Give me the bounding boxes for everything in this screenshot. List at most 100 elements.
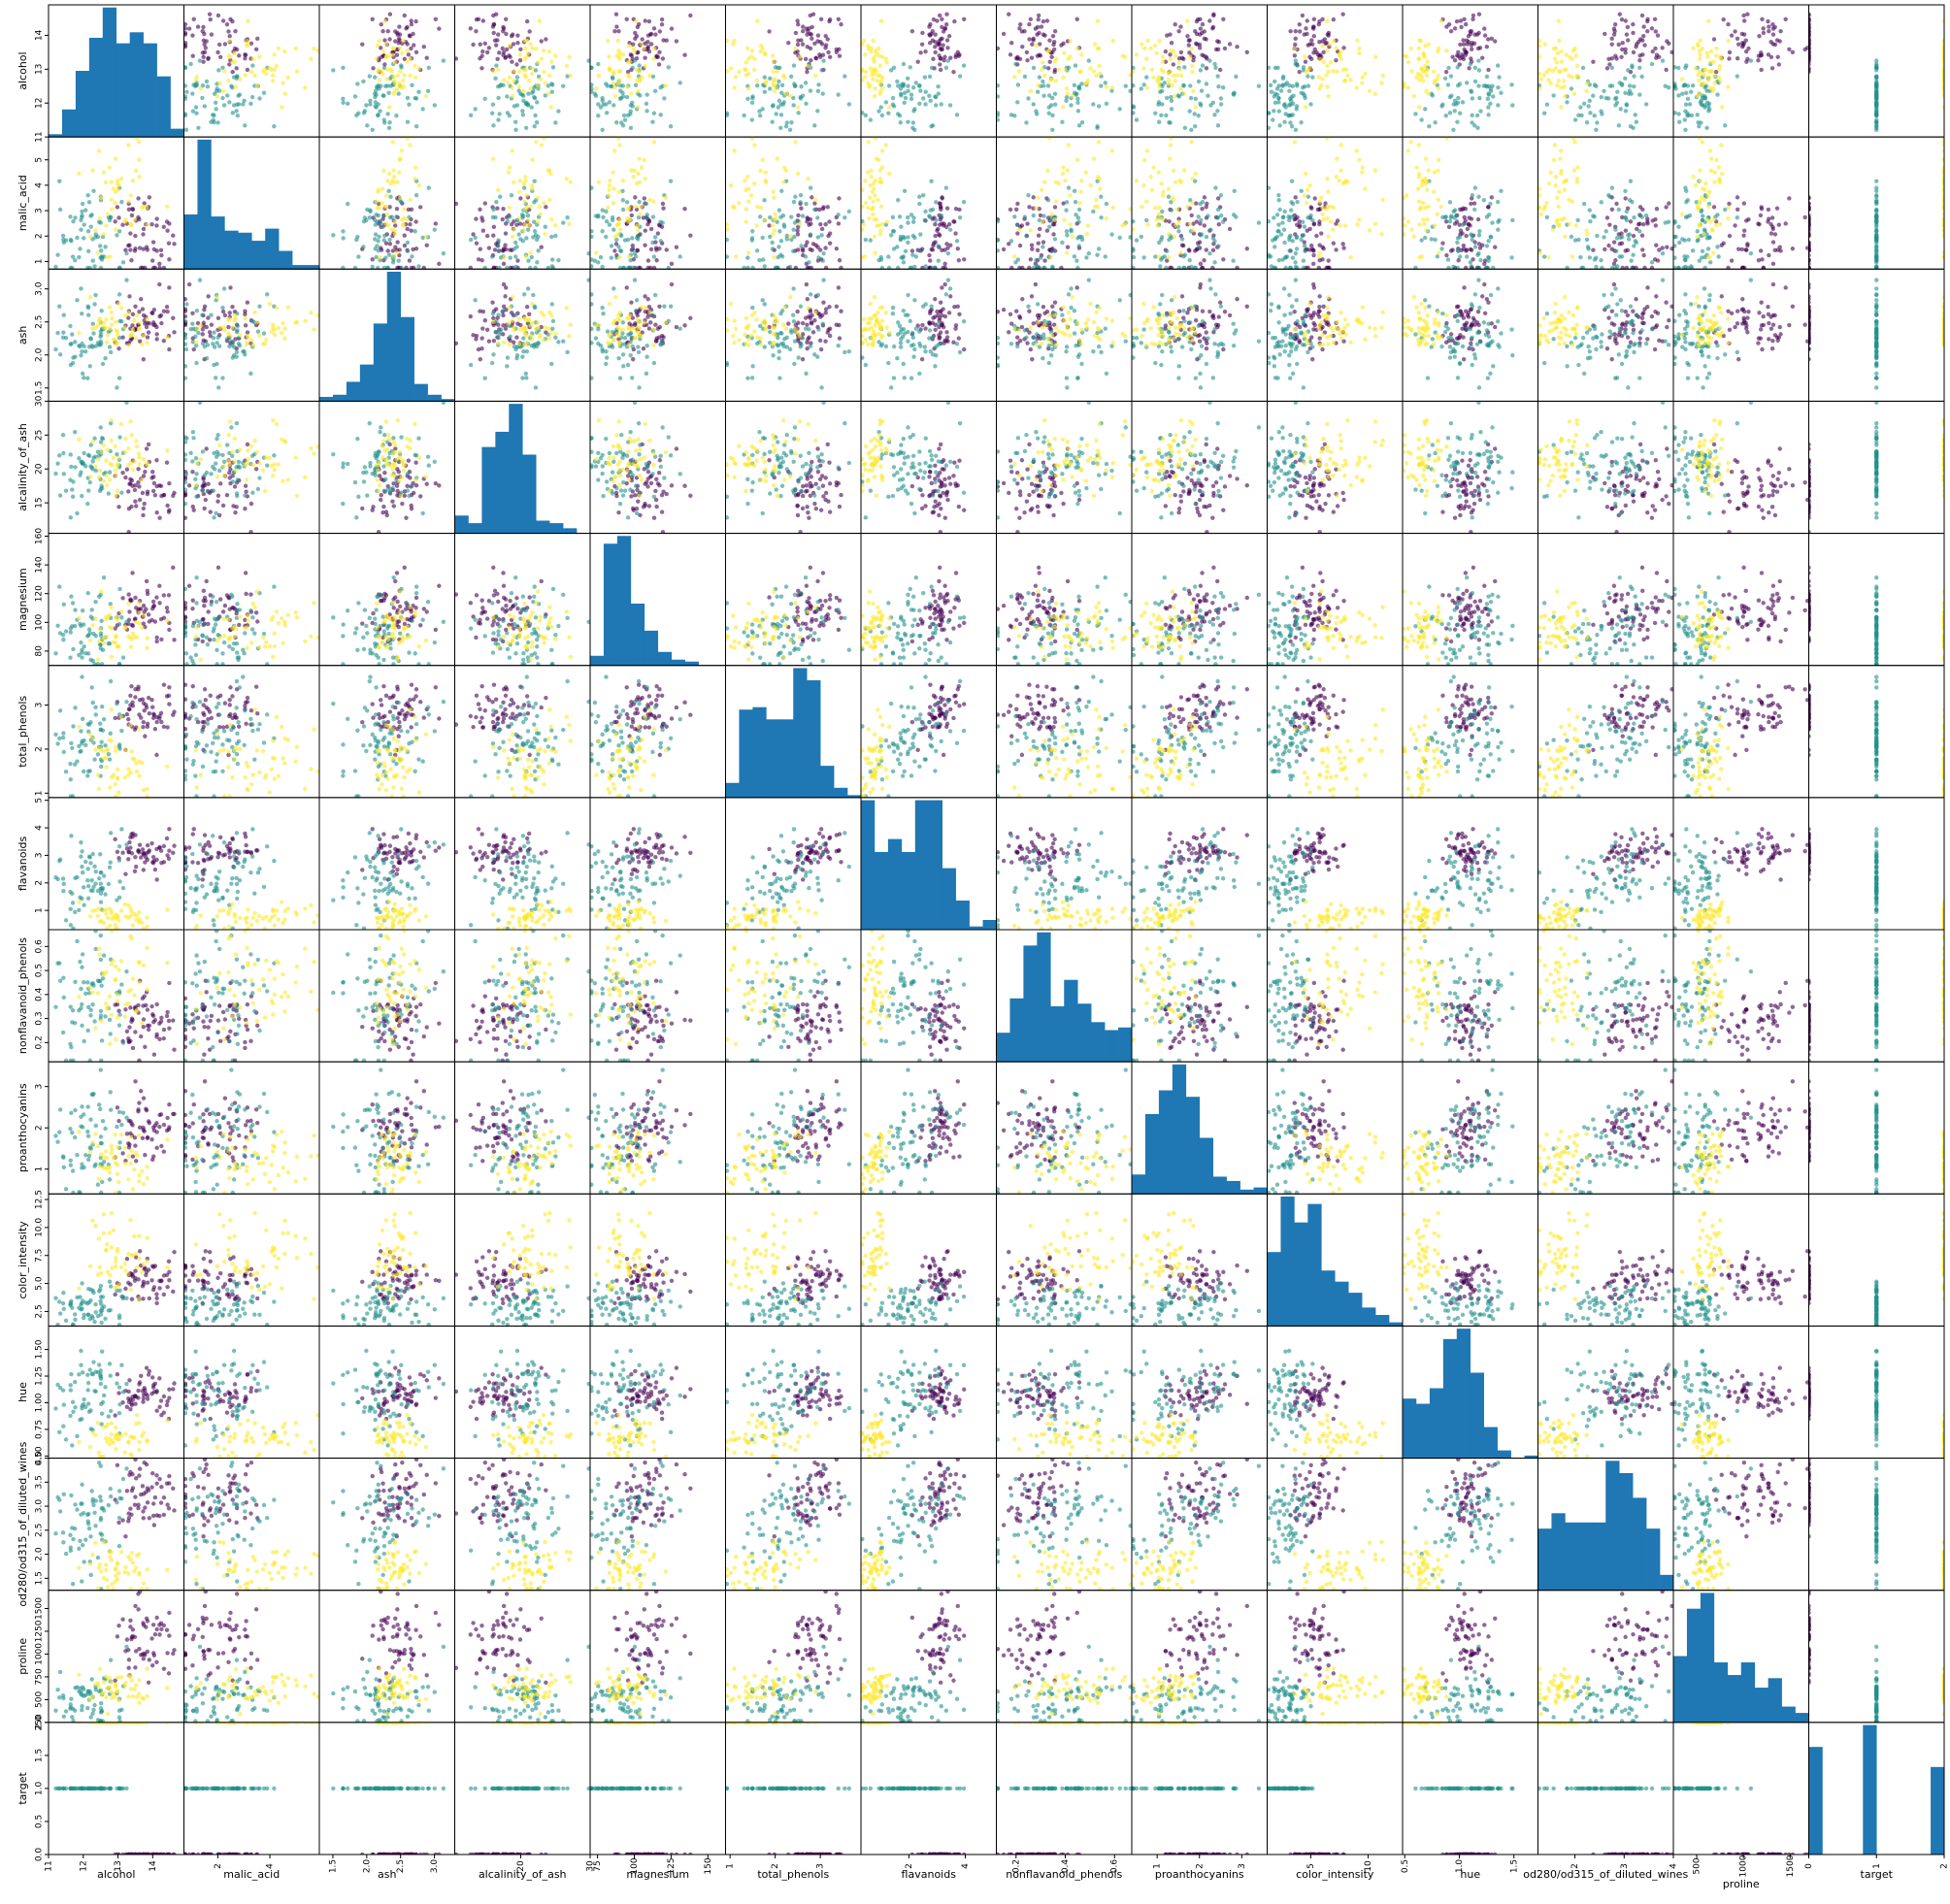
scatter-point <box>88 295 92 299</box>
scatter-point <box>145 325 149 329</box>
scatter-point <box>536 219 540 223</box>
scatter-point <box>123 325 127 329</box>
scatter-point <box>1458 254 1462 258</box>
scatter-point <box>1496 220 1500 224</box>
scatter-point <box>556 109 560 113</box>
scatter-point <box>1320 213 1324 216</box>
scatter-point <box>1357 47 1361 50</box>
scatter-point <box>116 346 120 350</box>
scatter-point <box>113 219 116 223</box>
scatter-point <box>165 335 169 339</box>
scatter-point <box>1325 49 1329 52</box>
scatter-point <box>1216 123 1220 127</box>
scatter-point <box>1427 205 1431 209</box>
scatter-point <box>734 75 738 79</box>
scatter-point <box>110 180 114 183</box>
scatter-point <box>478 208 481 212</box>
scatter-point <box>1757 54 1761 58</box>
scatter-point <box>1203 223 1206 227</box>
scatter-point <box>947 34 951 38</box>
scatter-point <box>561 83 565 87</box>
scatter-point <box>1190 201 1194 205</box>
scatter-point <box>617 189 621 193</box>
scatter-point <box>380 72 384 76</box>
scatter-point <box>381 49 385 53</box>
scatter-point <box>1314 234 1318 238</box>
scatter-point <box>1029 17 1033 21</box>
scatter-point <box>524 254 528 258</box>
scatter-point <box>932 241 936 245</box>
scatter-point <box>150 312 154 315</box>
scatter-point <box>69 238 73 242</box>
scatter-point <box>737 201 741 205</box>
scatter-point <box>1048 255 1052 259</box>
scatter-point <box>518 52 522 56</box>
scatter-point <box>1555 83 1559 87</box>
scatter-point <box>83 349 87 353</box>
scatter-point <box>1466 227 1470 231</box>
scatter-point <box>1303 93 1306 97</box>
scatter-point <box>1080 120 1084 124</box>
scatter-point <box>365 208 369 212</box>
scatter-point <box>1075 97 1079 101</box>
scatter-point <box>1343 223 1347 227</box>
scatter-point <box>1698 179 1702 182</box>
scatter-point <box>1189 128 1193 132</box>
scatter-point <box>346 102 349 106</box>
scatter-point <box>1493 39 1497 43</box>
scatter-point <box>1027 22 1031 26</box>
subplot-alcohol-vs-proline <box>1672 5 1809 137</box>
scatter-point <box>759 206 763 210</box>
scatter-point <box>1575 165 1579 169</box>
scatter-point <box>112 338 116 342</box>
scatter-point <box>1470 264 1473 268</box>
scatter-point <box>536 60 540 64</box>
scatter-point <box>612 29 616 33</box>
scatter-point <box>1092 156 1096 160</box>
scatter-point <box>1632 84 1636 88</box>
scatter-point <box>203 50 207 54</box>
scatter-point <box>469 238 473 242</box>
scatter-point <box>87 345 91 348</box>
scatter-point <box>1046 66 1050 70</box>
scatter-point <box>1023 214 1027 218</box>
scatter-point <box>801 42 805 46</box>
scatter-point <box>1141 255 1145 259</box>
scatter-point <box>796 43 800 47</box>
scatter-point <box>479 54 483 58</box>
scatter-point <box>1419 238 1423 242</box>
scatter-point <box>201 55 205 59</box>
scatter-point <box>1041 80 1044 83</box>
scatter-point <box>876 158 880 162</box>
scatter-point <box>487 46 491 49</box>
scatter-point <box>140 343 144 346</box>
scatter-point <box>1444 70 1448 74</box>
scatter-point <box>1425 74 1429 78</box>
scatter-point <box>633 169 637 173</box>
scatter-point <box>508 206 512 210</box>
scatter-point <box>931 38 935 42</box>
scatter-point <box>400 51 404 55</box>
scatter-point <box>1326 189 1330 193</box>
scatter-point <box>1770 215 1774 219</box>
scatter-point <box>1802 215 1806 219</box>
scatter-point <box>1458 235 1462 239</box>
scatter-point <box>1710 69 1714 73</box>
scatter-point <box>872 68 876 72</box>
scatter-point <box>214 376 217 379</box>
scatter-point <box>1424 228 1428 232</box>
scatter-point <box>206 57 210 61</box>
scatter-point <box>917 102 921 106</box>
scatter-point <box>1403 223 1406 227</box>
scatter-point <box>80 215 83 219</box>
scatter-point <box>729 183 733 187</box>
scatter-point <box>203 305 207 309</box>
scatter-point <box>749 193 753 197</box>
subplot-alcohol-vs-proanthocyanins <box>1131 5 1267 137</box>
scatter-point <box>387 120 391 124</box>
scatter-point <box>1627 237 1631 241</box>
scatter-point <box>508 55 512 59</box>
scatter-point <box>914 81 918 84</box>
scatter-point <box>496 188 500 192</box>
scatter-point <box>605 219 609 223</box>
